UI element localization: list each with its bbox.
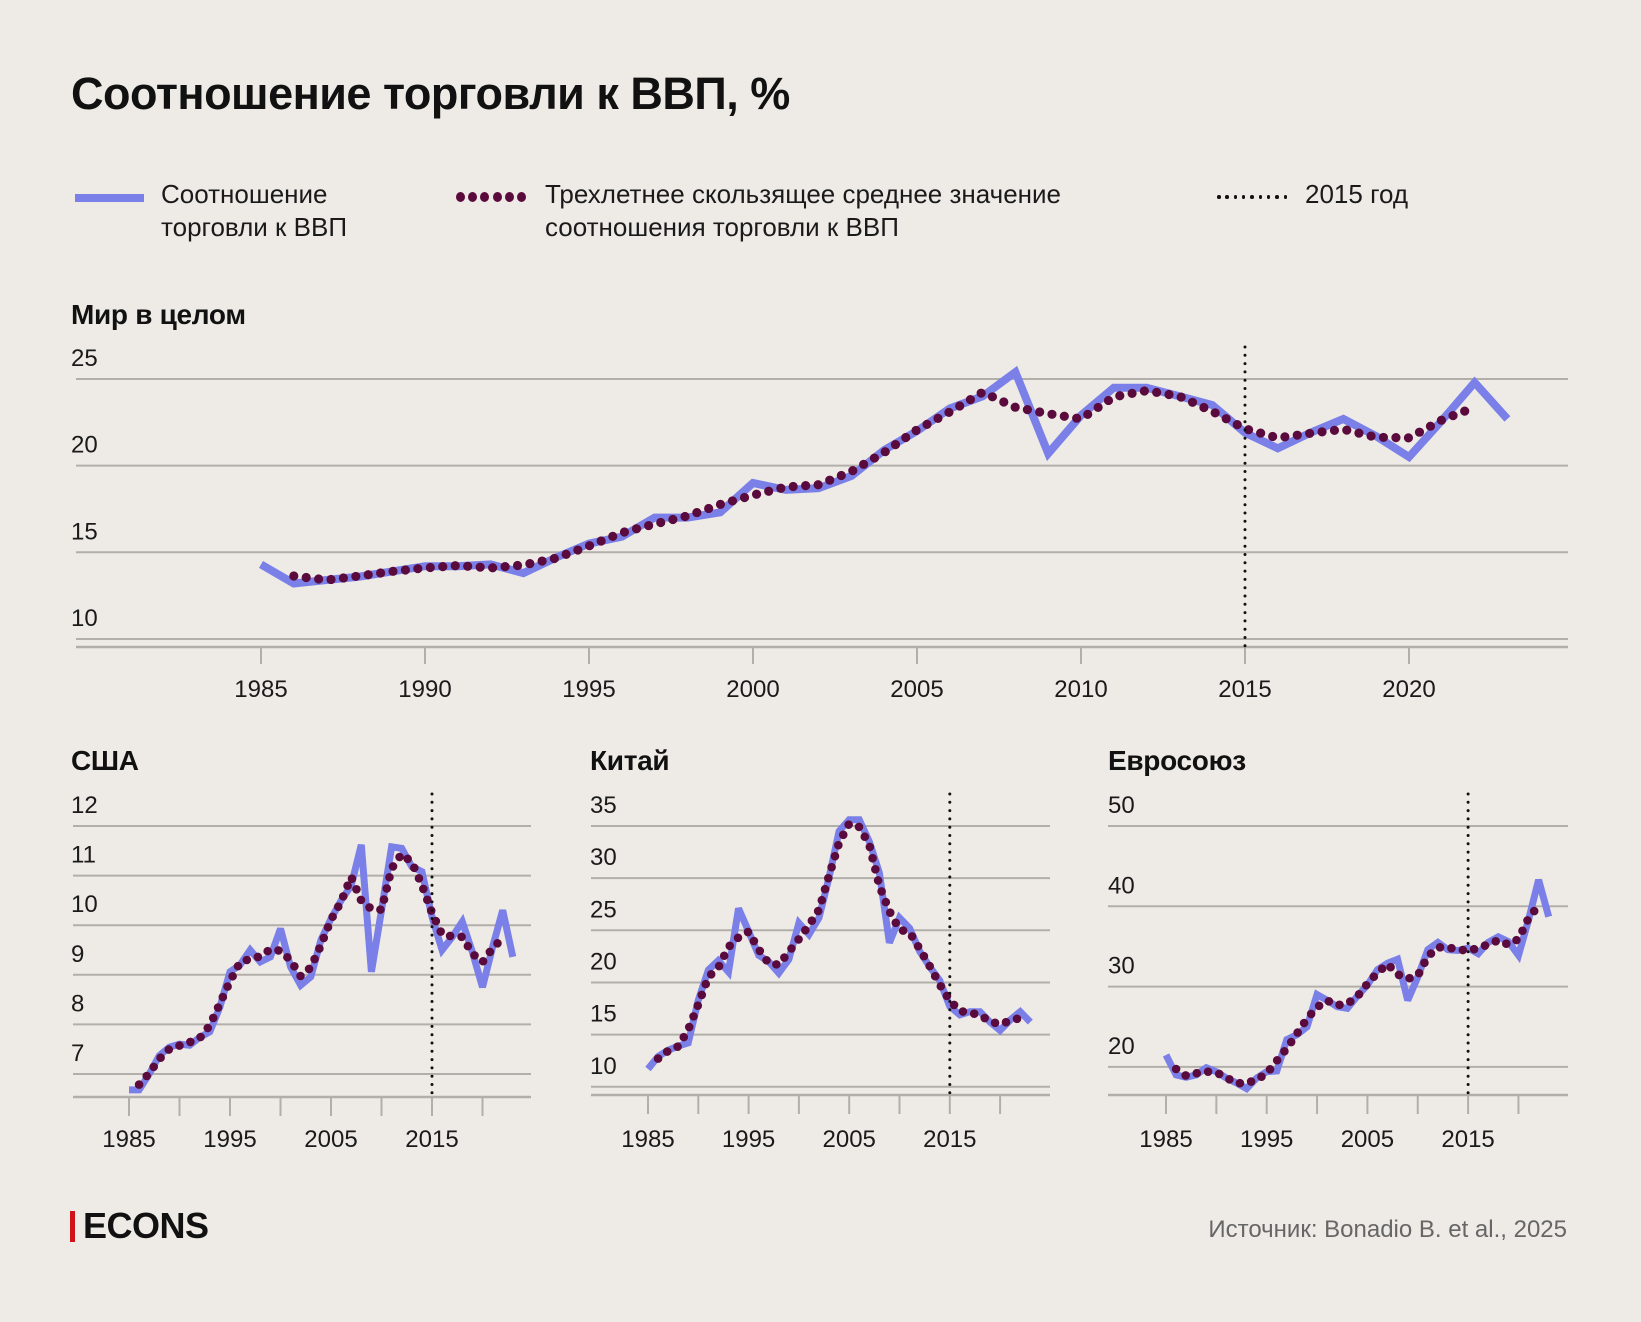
x-tick-label: 2020 bbox=[1382, 676, 1435, 703]
x-tick-label: 1985 bbox=[102, 1126, 155, 1153]
y-tick-label: 50 bbox=[1108, 792, 1135, 819]
y-tick-label: 8 bbox=[71, 990, 84, 1017]
x-tick-label: 2015 bbox=[1218, 676, 1271, 703]
x-tick-label: 1995 bbox=[203, 1126, 256, 1153]
x-tick-label: 2005 bbox=[823, 1126, 876, 1153]
legend-marker-swatch-icon bbox=[1217, 195, 1287, 199]
legend-line-swatch-icon bbox=[75, 194, 144, 202]
y-tick-label: 20 bbox=[71, 432, 98, 459]
logo-red-bar bbox=[70, 1210, 75, 1242]
legend-series-label: Соотношение торговли к ВВП bbox=[161, 178, 347, 244]
panel-title-usa: США bbox=[71, 745, 139, 776]
panel-title-china: Китай bbox=[590, 745, 670, 776]
logo-text: ECONS bbox=[83, 1205, 209, 1246]
y-tick-label: 25 bbox=[71, 345, 98, 372]
legend-ma-label-line1: Трехлетнее скользящее среднее значение bbox=[545, 179, 1062, 209]
x-tick-label: 2005 bbox=[890, 676, 943, 703]
y-tick-label: 20 bbox=[590, 948, 617, 975]
y-tick-label: 35 bbox=[590, 792, 617, 819]
x-tick-label: 2000 bbox=[726, 676, 779, 703]
legend-dotted-swatch-icon bbox=[456, 192, 526, 202]
y-tick-label: 11 bbox=[71, 842, 96, 869]
y-tick-label: 15 bbox=[590, 1001, 617, 1028]
y-tick-label: 12 bbox=[71, 792, 98, 819]
y-tick-label: 10 bbox=[71, 891, 98, 918]
x-tick-label: 2005 bbox=[1341, 1126, 1394, 1153]
y-tick-label: 25 bbox=[590, 896, 617, 923]
chart-world: 10 15 20 25 1985 1990 1995 2000 2005 2010 2015 2020 bbox=[71, 345, 1568, 703]
legend-ma-label-line2: соотношения торговли к ВВП bbox=[545, 212, 899, 242]
econs-logo: ECONS bbox=[70, 1208, 209, 1244]
legend: Соотношение торговли к ВВП Трехлетнее ск… bbox=[0, 178, 1641, 248]
x-tick-label: 1995 bbox=[562, 676, 615, 703]
legend-series-label-line2: торговли к ВВП bbox=[161, 212, 348, 242]
legend-marker-label: 2015 год bbox=[1305, 179, 1409, 209]
legend-series-label-line1: Соотношение bbox=[161, 179, 328, 209]
series-line-eu bbox=[1162, 878, 1553, 1093]
x-tick-label: 2015 bbox=[405, 1126, 458, 1153]
chart-china: 10 15 20 25 30 35 1985 1995 2005 2015 bbox=[590, 792, 1050, 1153]
series-line-usa bbox=[129, 842, 517, 1094]
y-tick-label: 40 bbox=[1108, 872, 1135, 899]
moving-average-line-eu bbox=[1171, 901, 1543, 1088]
y-tick-label: 30 bbox=[590, 844, 617, 871]
x-tick-label: 1995 bbox=[722, 1126, 775, 1153]
y-tick-label: 15 bbox=[71, 518, 98, 545]
y-tick-label: 7 bbox=[71, 1040, 84, 1067]
x-tick-label: 2005 bbox=[304, 1126, 357, 1153]
chart-usa: 7 8 9 10 11 12 1985 1995 2005 2015 bbox=[71, 792, 531, 1153]
y-tick-label: 20 bbox=[1108, 1033, 1135, 1060]
x-tick-label: 1985 bbox=[621, 1126, 674, 1153]
panel-title-world: Мир в целом bbox=[71, 299, 246, 330]
source-note: Источник: Bonadio B. et al., 2025 bbox=[1208, 1216, 1567, 1243]
moving-average-line-usa bbox=[134, 847, 508, 1089]
x-tick-label: 1990 bbox=[398, 676, 451, 703]
x-tick-label: 2010 bbox=[1054, 676, 1107, 703]
y-tick-label: 10 bbox=[590, 1053, 617, 1080]
moving-average-line-china bbox=[653, 818, 1025, 1063]
x-tick-label: 1985 bbox=[234, 676, 287, 703]
y-tick-label: 10 bbox=[71, 605, 98, 632]
chart-eu: 20 30 40 50 1985 1995 2005 2015 bbox=[1108, 792, 1568, 1153]
page-title: Соотношение торговли к ВВП, % bbox=[71, 68, 790, 119]
x-tick-label: 2015 bbox=[923, 1126, 976, 1153]
x-tick-label: 1985 bbox=[1139, 1126, 1192, 1153]
panel-title-eu: Евросоюз bbox=[1108, 745, 1246, 776]
y-tick-label: 9 bbox=[71, 941, 84, 968]
y-tick-label: 30 bbox=[1108, 953, 1135, 980]
x-tick-label: 1995 bbox=[1240, 1126, 1293, 1153]
moving-average-line-world bbox=[289, 385, 1480, 585]
legend-ma-label: Трехлетнее скользящее среднее значение с… bbox=[545, 178, 1061, 244]
x-tick-label: 2015 bbox=[1441, 1126, 1494, 1153]
